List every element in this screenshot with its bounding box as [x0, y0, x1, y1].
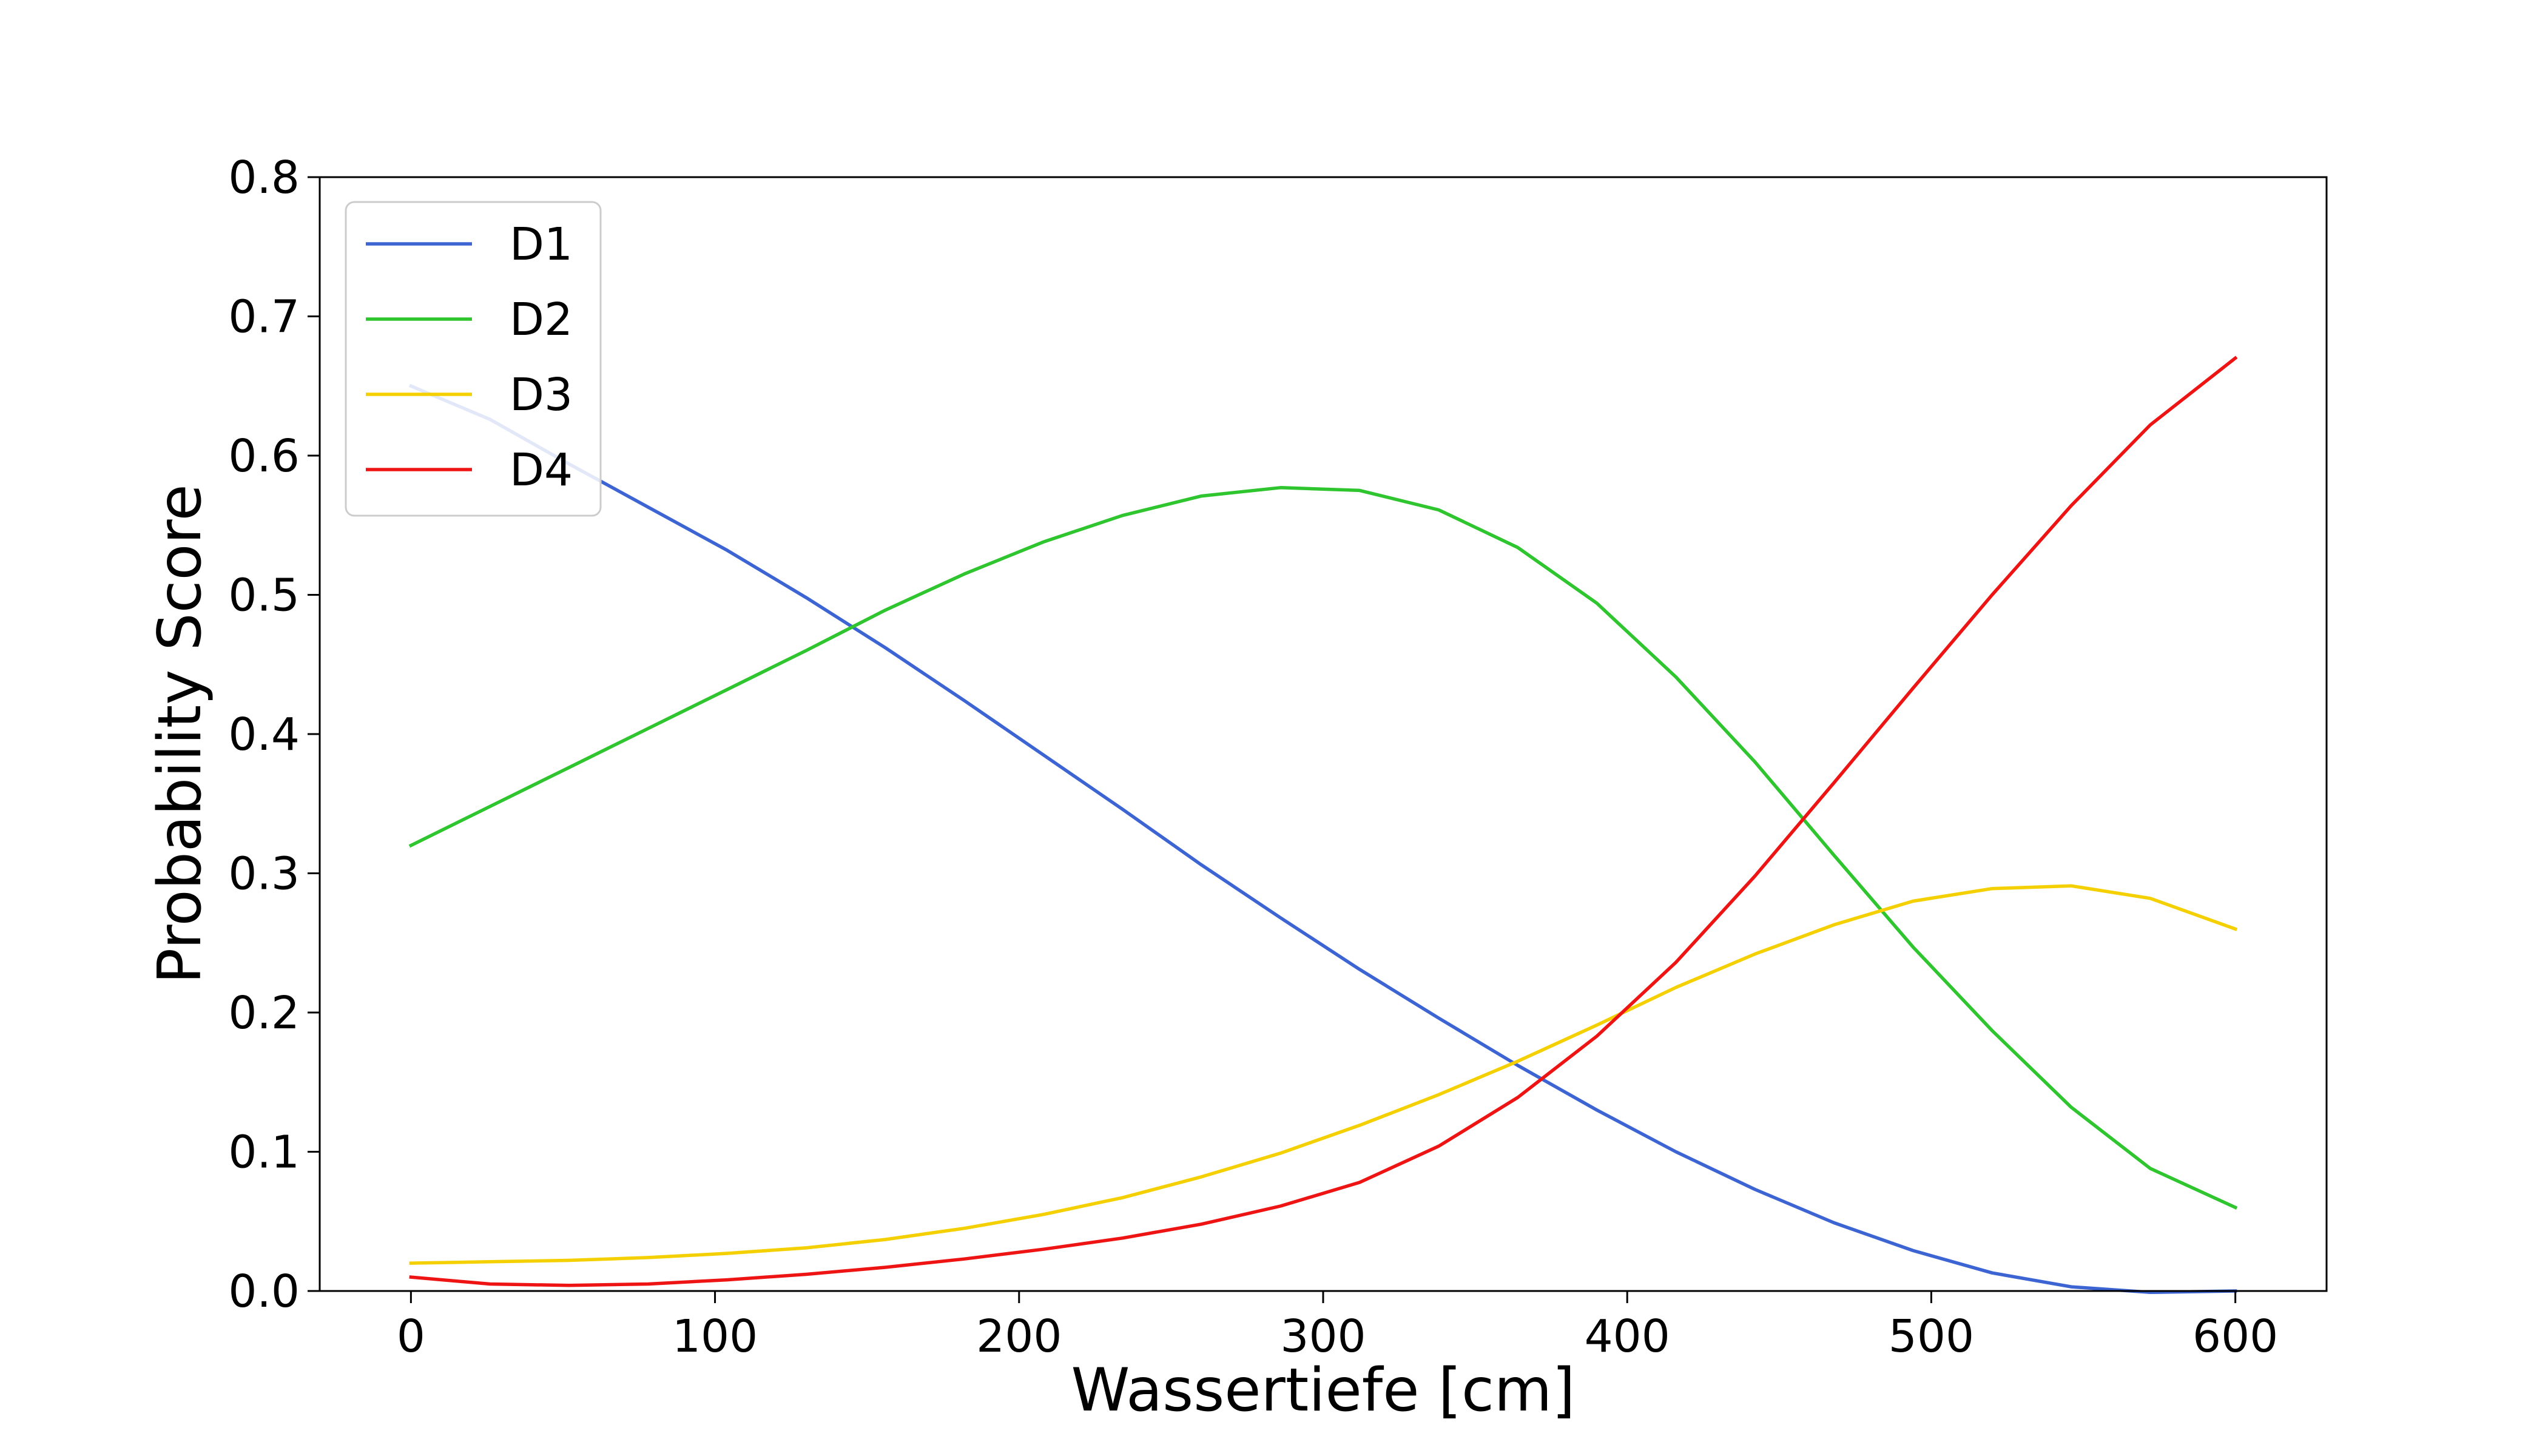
legend-label-d4: D4: [510, 444, 573, 496]
y-tick-label: 0.0: [228, 1266, 300, 1318]
x-axis: 0 100 200 300 400 500 600: [397, 1291, 2278, 1363]
y-tick-label: 0.8: [228, 152, 300, 204]
x-tick-label: 300: [1280, 1310, 1366, 1363]
y-tick-label: 0.1: [228, 1127, 300, 1179]
y-tick-label: 0.7: [228, 291, 300, 343]
legend: D1 D2 D3 D4: [345, 201, 602, 517]
series-line-d4: [409, 356, 2238, 1287]
y-tick-label: 0.2: [228, 987, 300, 1039]
legend-label-d2: D2: [510, 294, 573, 346]
x-axis-label: Wassertiefe [cm]: [1071, 1356, 1575, 1425]
series-line-d2: [408, 486, 2238, 1210]
y-tick-label: 0.6: [228, 430, 300, 482]
x-tick-label: 100: [672, 1310, 758, 1363]
y-tick-label: 0.5: [228, 570, 300, 622]
legend-label-d1: D1: [510, 218, 573, 271]
y-tick-label: 0.4: [228, 709, 300, 761]
series-line-d3: [409, 884, 2238, 1265]
y-axis: 0.0 0.1 0.2 0.3 0.4 0.5 0.6 0.7 0.8: [228, 152, 320, 1318]
x-tick-label: 600: [2192, 1310, 2278, 1363]
series-lines: [408, 356, 2238, 1295]
x-tick-label: 200: [976, 1310, 1062, 1363]
series-line-d1: [408, 383, 2237, 1295]
x-tick-label: 500: [1889, 1310, 1974, 1363]
y-tick-label: 0.3: [228, 848, 300, 900]
y-axis-label: Probability Score: [146, 484, 215, 984]
x-tick-label: 400: [1585, 1310, 1670, 1363]
plot-frame: [318, 176, 2328, 1292]
x-tick-label: 0: [397, 1310, 425, 1363]
legend-label-d3: D3: [510, 369, 573, 421]
legend-box: [345, 201, 602, 517]
